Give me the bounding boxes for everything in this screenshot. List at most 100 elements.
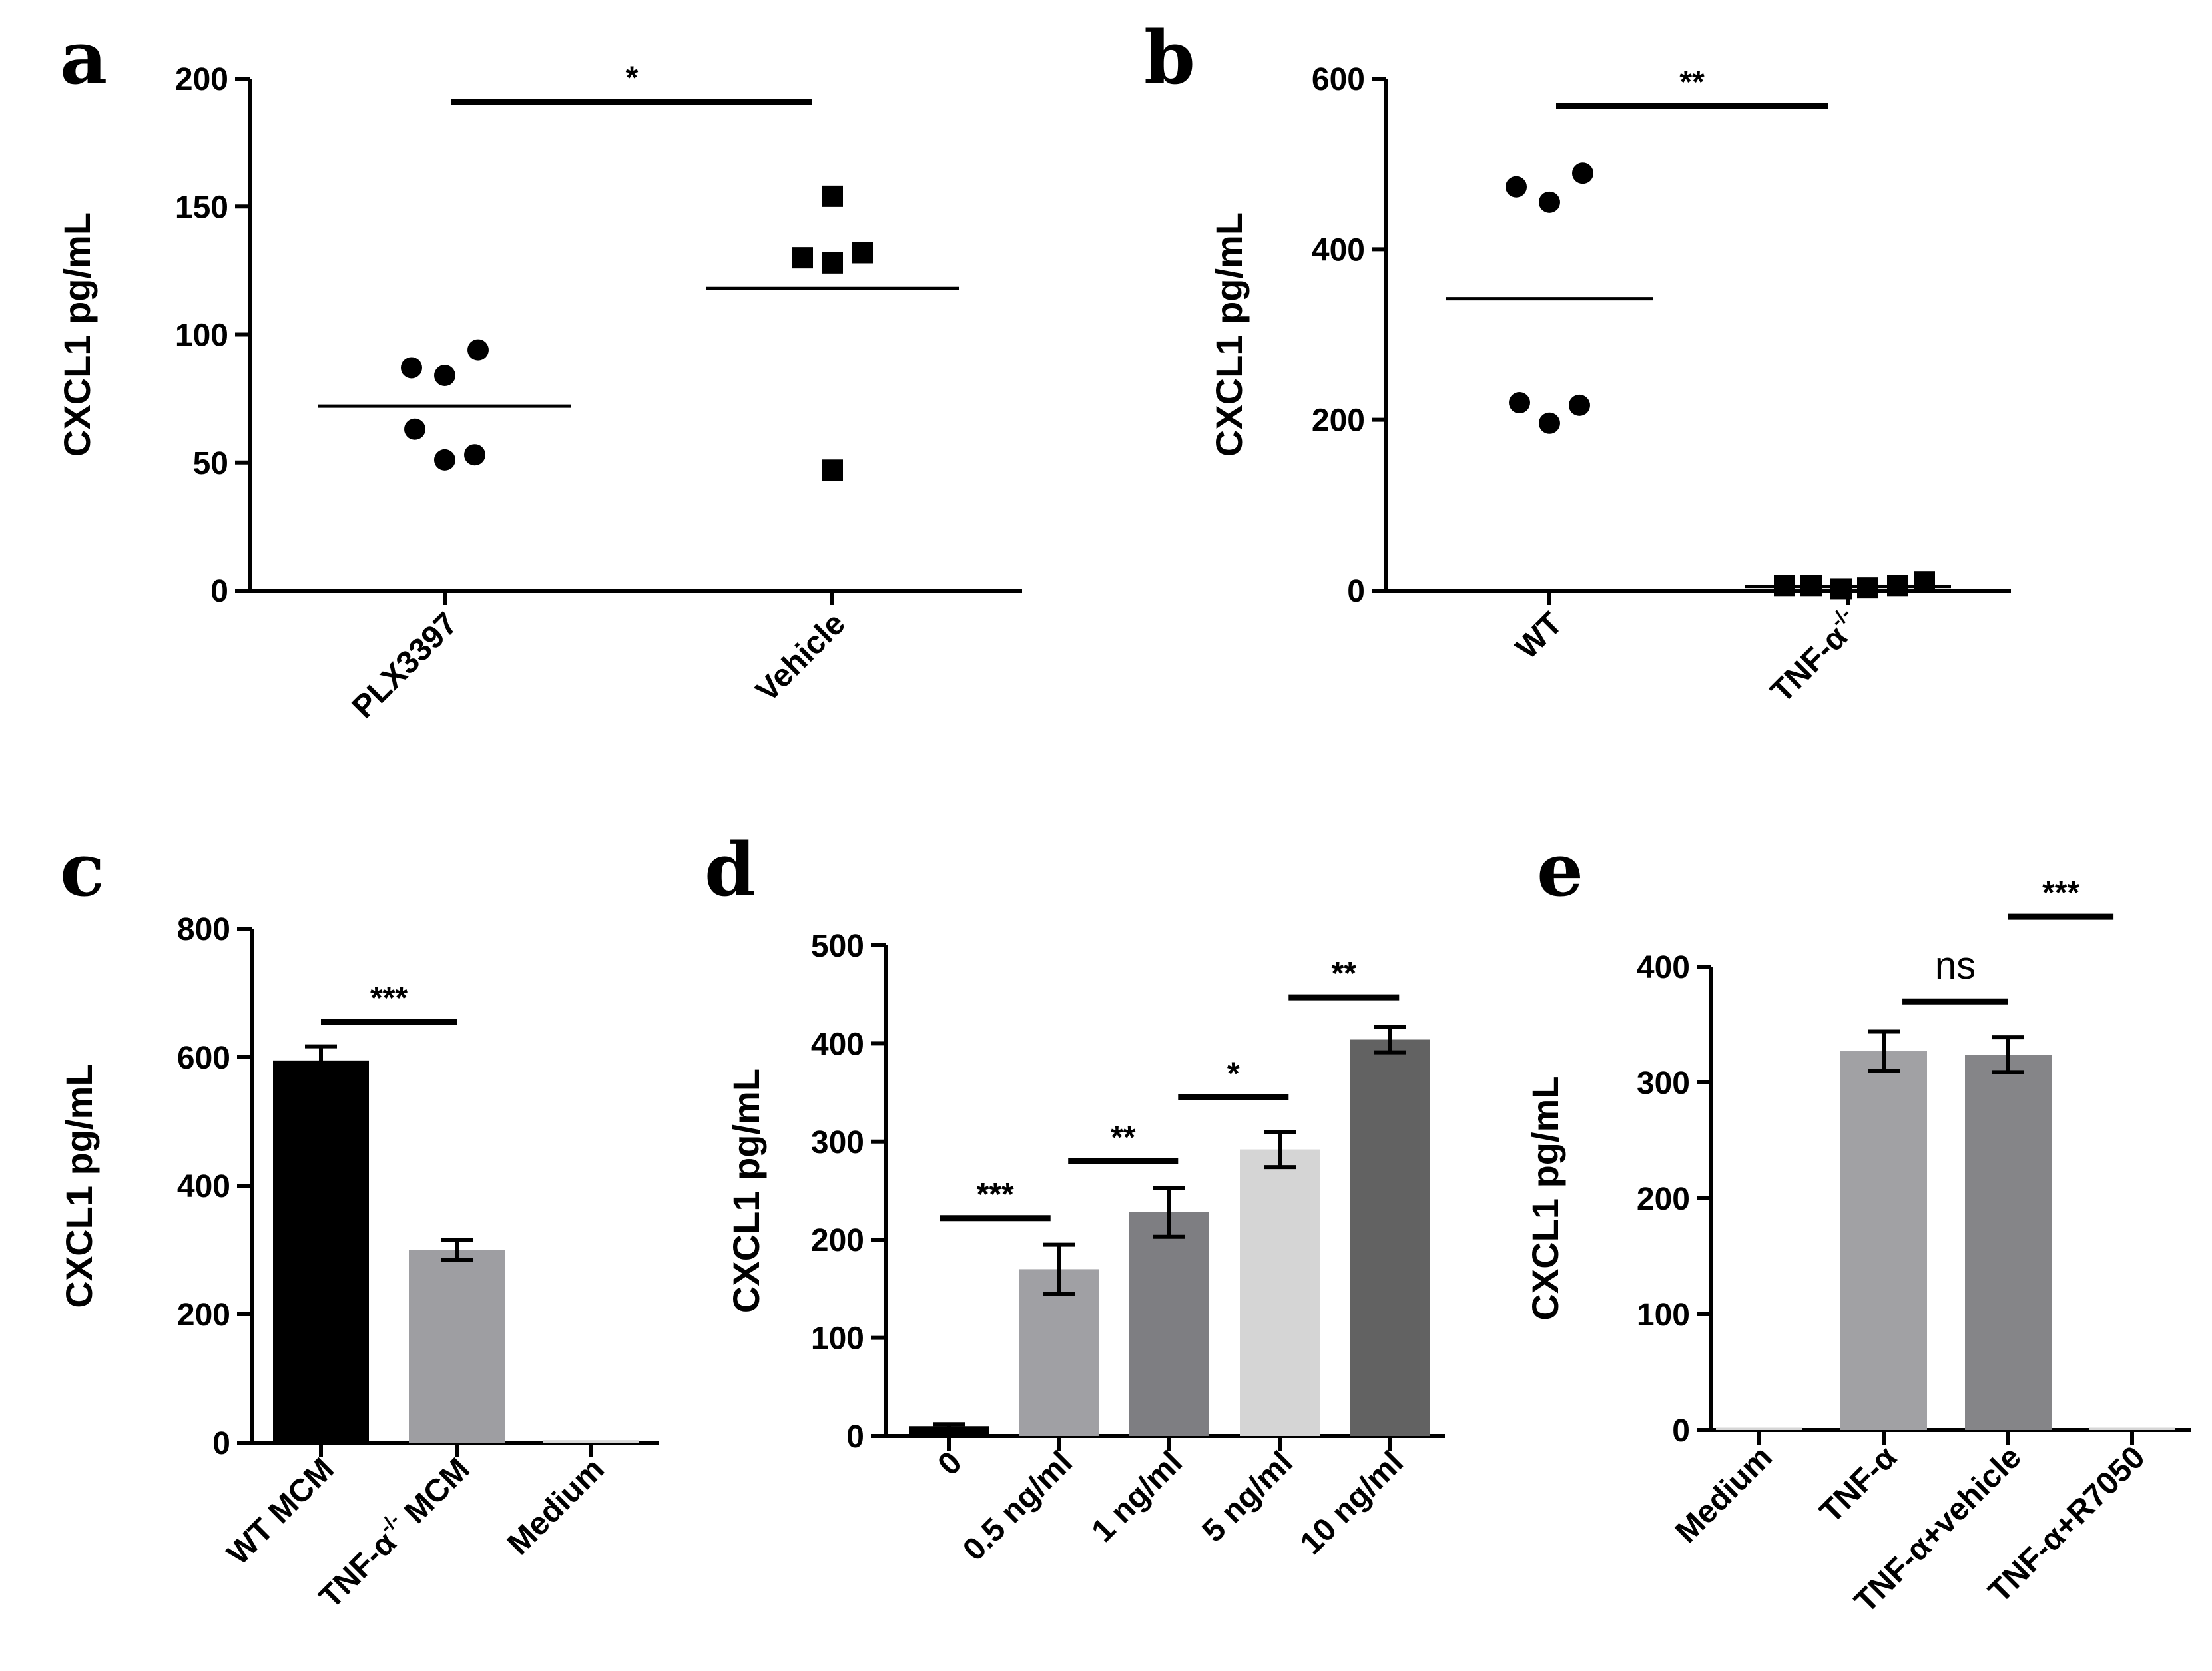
x-tick-label: 5 ng/ml (1195, 1445, 1299, 1549)
x-tick-label: PLX3397 (346, 606, 465, 725)
significance-label: *** (2042, 875, 2079, 911)
bar (1240, 1149, 1320, 1436)
x-tick-label: Medium (1669, 1439, 1779, 1550)
x-tick-label-text: WT MCM (220, 1451, 341, 1572)
panel-letter: d (704, 827, 756, 913)
x-tick-label: WT MCM (220, 1451, 341, 1572)
y-tick-label: 400 (177, 1169, 230, 1204)
x-tick-label: Vehicle (749, 606, 852, 708)
data-point (822, 252, 843, 274)
data-point (822, 185, 843, 207)
bar (909, 1426, 989, 1436)
data-point (1539, 412, 1560, 434)
x-tick-label-text: Medium (501, 1451, 611, 1562)
data-point (1830, 578, 1852, 600)
y-axis-title: CXCL1 pg/mL (56, 212, 98, 457)
data-point (1509, 392, 1530, 414)
x-tick-label-text: Medium (1669, 1439, 1779, 1550)
data-point (822, 459, 843, 481)
x-tick-label-text: TNF-α (1813, 1439, 1904, 1530)
significance-label: * (626, 61, 639, 96)
significance-label: *** (977, 1177, 1014, 1212)
bar (1129, 1212, 1209, 1436)
x-tick-label-text: 5 ng/ml (1195, 1445, 1299, 1549)
y-tick-label: 50 (193, 446, 228, 481)
y-tick-label: 0 (846, 1419, 864, 1455)
bar (1840, 1051, 1927, 1430)
data-point (434, 449, 455, 471)
panel-letter: b (1144, 15, 1195, 101)
y-tick-label: 200 (175, 62, 228, 97)
data-point (464, 444, 485, 466)
x-tick-label-text: 10 ng/ml (1294, 1445, 1410, 1561)
y-tick-label: 300 (811, 1125, 864, 1160)
x-tick-label: Medium (501, 1451, 611, 1562)
significance-label: ** (1679, 65, 1705, 100)
data-point (1506, 176, 1527, 198)
data-point (852, 242, 873, 264)
x-tick-label: TNF-α-/- (1761, 603, 1868, 710)
y-tick-label: 400 (1312, 232, 1365, 268)
data-point (434, 365, 455, 387)
x-tick-label-text: 1 ng/ml (1085, 1445, 1189, 1549)
y-tick-label: 200 (1312, 403, 1365, 439)
bar (273, 1060, 369, 1443)
y-tick-label: 200 (177, 1298, 230, 1333)
y-axis-title: CXCL1 pg/mL (725, 1069, 767, 1313)
bar (1716, 1427, 1802, 1430)
x-tick-label: TNF-α (1813, 1439, 1904, 1530)
y-tick-label: 0 (1347, 574, 1365, 609)
x-tick-label: 10 ng/ml (1294, 1445, 1410, 1561)
data-point (1914, 571, 1935, 593)
data-point (1572, 162, 1593, 184)
y-tick-label: 800 (177, 912, 230, 947)
y-tick-label: 0 (212, 1426, 230, 1461)
y-tick-label: 0 (210, 574, 228, 609)
y-tick-label: 150 (175, 190, 228, 225)
data-point (401, 357, 422, 379)
significance-label: ns (1935, 944, 1976, 987)
panel-letter: a (60, 15, 107, 101)
y-tick-label: 100 (175, 318, 228, 354)
bar (1350, 1039, 1430, 1436)
x-tick-label-suffix: MCM (392, 1451, 477, 1537)
x-tick-label-text: Vehicle (749, 606, 852, 708)
y-tick-label: 600 (177, 1041, 230, 1076)
data-point (467, 339, 489, 361)
significance-label: ** (1332, 956, 1357, 991)
y-axis-title: CXCL1 pg/mL (1208, 212, 1250, 457)
y-axis-title: CXCL1 pg/mL (58, 1063, 100, 1308)
chart-panel-a: a 0 50 100 150 200 CXCL1 pg/mL PLX3397 Vehicle * (56, 15, 1022, 725)
data-point (792, 247, 813, 269)
bar (409, 1250, 505, 1443)
x-tick-label: WT (1510, 606, 1569, 666)
y-tick-label: 200 (1637, 1182, 1690, 1217)
data-point (1857, 577, 1878, 599)
bar (1019, 1269, 1099, 1436)
x-tick-label-text: PLX3397 (346, 606, 465, 725)
x-tick-label: 1 ng/ml (1085, 1445, 1189, 1549)
y-axis-title: CXCL1 pg/mL (1524, 1076, 1566, 1320)
bar (1965, 1055, 2052, 1430)
y-tick-label: 0 (1672, 1413, 1690, 1449)
panel-letter: c (60, 827, 105, 913)
x-tick-label-text: 0.5 ng/ml (956, 1445, 1079, 1568)
x-tick-label-text: TNF-α (313, 1525, 404, 1615)
x-tick-label-text: TNF-α (1764, 619, 1854, 710)
significance-label: *** (370, 981, 408, 1016)
data-point (1569, 394, 1590, 416)
panel-letter: e (1537, 827, 1583, 913)
bar (543, 1440, 639, 1443)
x-tick-label-text: WT (1510, 606, 1569, 666)
data-point (1539, 191, 1560, 213)
x-tick-label: 0.5 ng/ml (956, 1445, 1079, 1568)
significance-label: * (1227, 1056, 1240, 1091)
y-tick-label: 200 (811, 1223, 864, 1258)
y-tick-label: 500 (811, 929, 864, 964)
chart-panel-b: b 0 200 400 600 CXCL1 pg/mL WT TNF-α-/- ** (1144, 15, 2011, 710)
y-tick-label: 100 (811, 1321, 864, 1357)
significance-label: ** (1111, 1120, 1136, 1155)
